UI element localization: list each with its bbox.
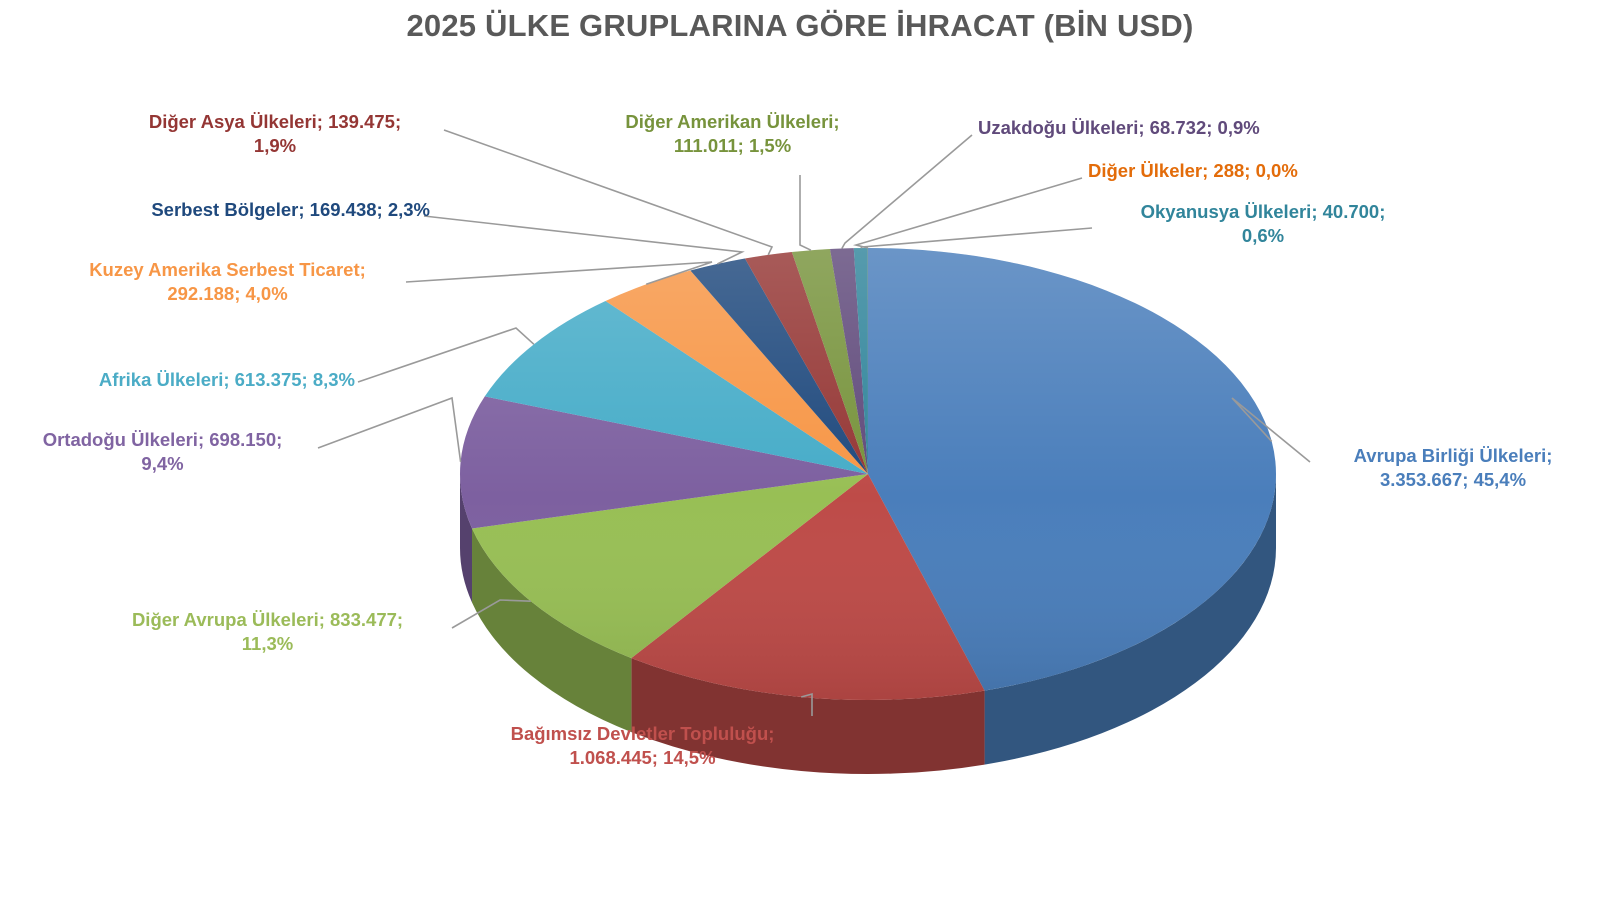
data-label-ortadogu: Ortadoğu Ülkeleri; 698.150; 9,4% bbox=[42, 429, 283, 474]
leader-line bbox=[357, 327, 535, 383]
leader-line bbox=[1231, 397, 1311, 463]
data-label-uzakdogu: Uzakdoğu Ülkeleri; 68.732; 0,9% bbox=[978, 117, 1260, 138]
leader-line bbox=[405, 261, 713, 286]
data-label-avrupa-birligi: Avrupa Birliği Ülkeleri; 3.353.667; 45,4… bbox=[1353, 445, 1553, 490]
leader-line bbox=[443, 129, 774, 256]
pie-slice-side bbox=[631, 658, 985, 774]
data-label-kuzey-amerika: Kuzey Amerika Serbest Ticaret; 292.188; … bbox=[89, 259, 366, 304]
pie-slice-side bbox=[984, 474, 1276, 765]
data-label-diger-amerikan: Diğer Amerikan Ülkeleri; 111.011; 1,5% bbox=[625, 111, 840, 156]
pie-slice-side bbox=[472, 528, 632, 733]
data-label-diger-asya: Diğer Asya Ülkeleri; 139.475; 1,9% bbox=[148, 111, 402, 156]
leader-line bbox=[799, 175, 812, 251]
data-label-afrika: Afrika Ülkeleri; 613.375; 8,3% bbox=[98, 369, 355, 390]
leader-line bbox=[451, 599, 531, 629]
pie-top-surface bbox=[459, 248, 1277, 700]
pie-slice-side bbox=[460, 474, 473, 603]
page-title: 2025 ÜLKE GRUPLARINA GÖRE İHRACAT (BİN U… bbox=[406, 8, 1194, 43]
data-label-diger-ulkeler: Diğer Ülkeler; 288; 0,0% bbox=[1088, 160, 1298, 181]
leader-line bbox=[841, 134, 973, 249]
leader-line bbox=[800, 692, 813, 716]
leader-line bbox=[317, 396, 462, 463]
data-label-okyanusya: Okyanusya Ülkeleri; 40.700; 0,6% bbox=[1140, 201, 1386, 246]
data-label-serbest-bolgeler: Serbest Bölgeler; 169.438; 2,3% bbox=[151, 199, 430, 220]
pie-sheen bbox=[460, 248, 1276, 700]
data-label-diger-avrupa: Diğer Avrupa Ülkeleri; 833.477; 11,3% bbox=[131, 609, 404, 654]
pie-3d-sides bbox=[460, 474, 1276, 774]
leader-lines bbox=[317, 129, 1311, 716]
data-label-bagimsiz-devletler: Bağımsız Devletler Topluluğu; 1.068.445;… bbox=[510, 723, 775, 768]
leader-line bbox=[423, 215, 745, 265]
leader-line bbox=[860, 227, 1093, 249]
